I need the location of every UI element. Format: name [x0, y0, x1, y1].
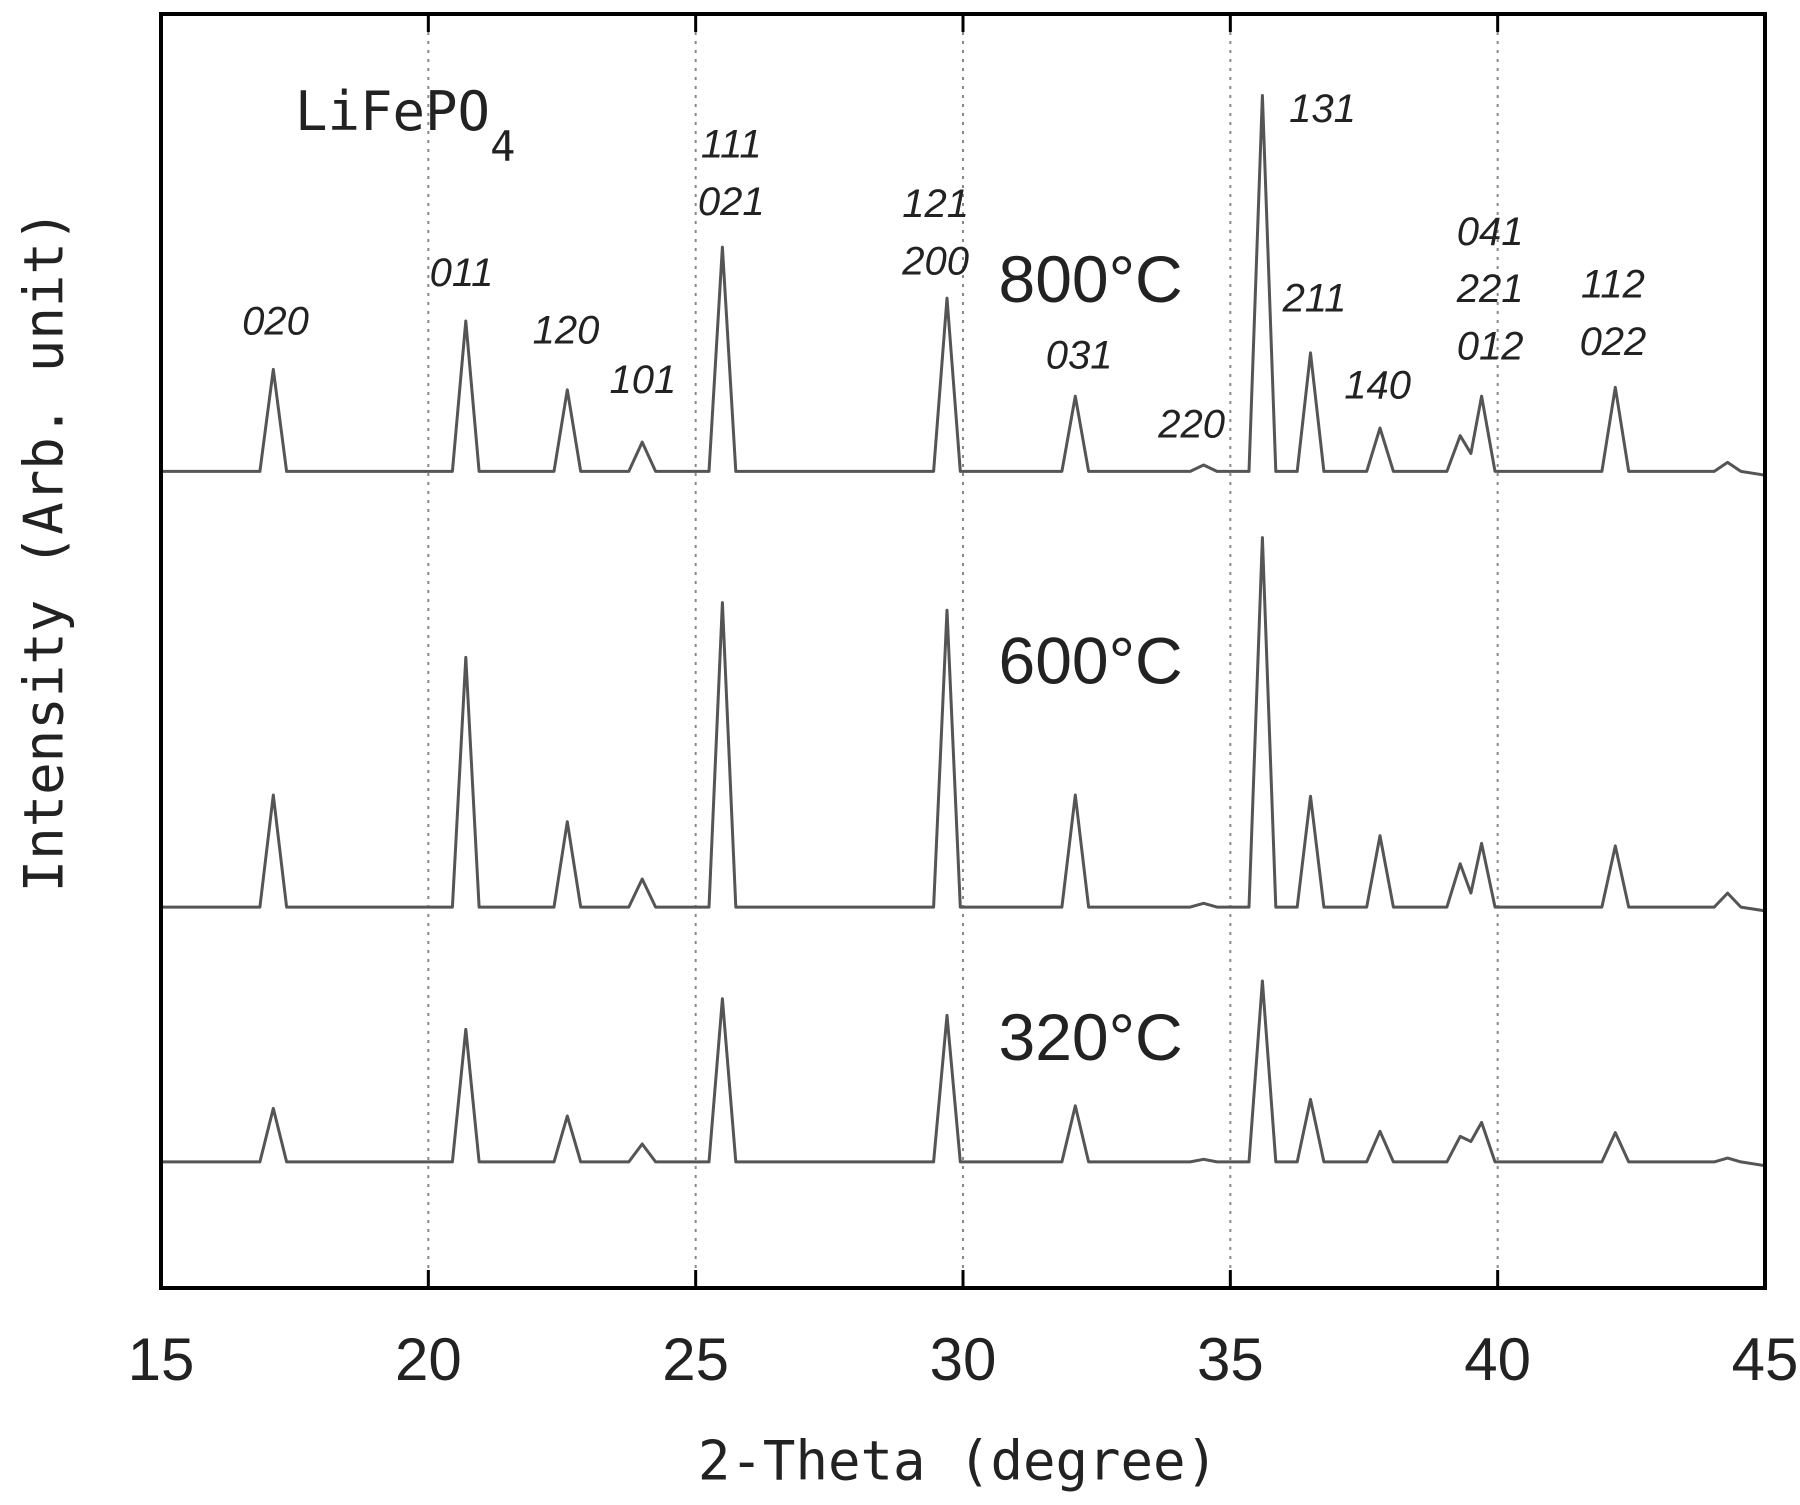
series-label: 800°C	[999, 242, 1183, 316]
peak-label: 211	[1282, 276, 1347, 320]
series-label: 600°C	[999, 623, 1183, 697]
title-subscript: 4	[490, 122, 515, 171]
peak-label: 131	[1289, 87, 1356, 131]
x-tick-label: 40	[1464, 1326, 1531, 1393]
peak-label: 022	[1580, 320, 1647, 364]
peak-label: 101	[610, 358, 677, 402]
peak-label: 041	[1457, 210, 1524, 254]
title-main: LiFePO	[295, 80, 490, 143]
peak-label: 012	[1457, 325, 1524, 369]
peak-label: 140	[1344, 364, 1411, 408]
peak-label: 112	[1581, 263, 1645, 307]
series-label: 320°C	[999, 1000, 1183, 1074]
x-tick-label: 35	[1197, 1326, 1264, 1393]
peak-label: 021	[698, 180, 765, 224]
y-axis-label: Intensity (Arb. unit)	[13, 210, 76, 893]
x-tick-label: 15	[128, 1326, 195, 1393]
x-tick-label: 25	[662, 1326, 729, 1393]
peak-label: 121	[902, 182, 969, 226]
x-tick-label: 30	[930, 1326, 997, 1393]
peak-label: 221	[1456, 267, 1524, 311]
peak-label: 200	[901, 240, 969, 284]
peak-label: 120	[533, 308, 600, 352]
peak-label: 111	[701, 123, 762, 167]
x-axis-label: 2-Theta (degree)	[698, 1430, 1218, 1493]
peak-label: 011	[430, 251, 494, 295]
plot-frame	[159, 12, 1767, 1290]
xrd-line	[161, 979, 1766, 1168]
peak-label: 031	[1046, 334, 1113, 378]
x-tick-label: 45	[1732, 1326, 1799, 1393]
xrd-line	[161, 536, 1766, 913]
chart-title: LiFePO4	[295, 80, 515, 171]
x-tick-label: 20	[395, 1326, 462, 1393]
peak-label: 020	[242, 299, 309, 343]
xrd-line	[161, 94, 1766, 477]
peak-label: 220	[1157, 403, 1225, 447]
